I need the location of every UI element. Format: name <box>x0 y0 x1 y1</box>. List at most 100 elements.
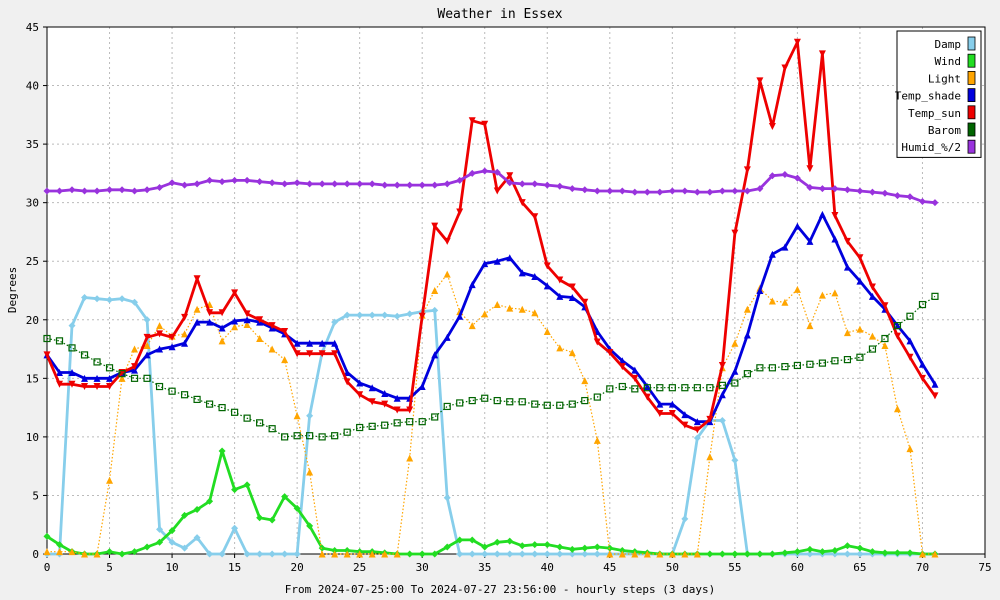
data-point <box>356 391 364 399</box>
data-point <box>831 546 839 554</box>
y-tick-label: 5 <box>32 489 39 502</box>
data-point <box>306 432 314 440</box>
x-tick-label: 60 <box>791 561 804 574</box>
data-point <box>381 311 389 319</box>
data-point <box>781 549 789 557</box>
data-point <box>306 180 314 188</box>
data-point <box>318 339 326 347</box>
data-point <box>856 277 864 285</box>
data-point <box>918 300 927 309</box>
data-point <box>131 366 139 374</box>
data-point <box>381 390 389 398</box>
data-point <box>343 428 351 436</box>
data-point <box>543 401 551 409</box>
data-point <box>106 476 114 484</box>
data-point <box>331 550 339 558</box>
data-point <box>843 542 851 550</box>
data-point <box>881 189 889 197</box>
data-point <box>93 187 101 195</box>
data-point <box>856 254 864 262</box>
data-point <box>518 269 526 277</box>
data-point <box>156 345 164 353</box>
x-tick-label: 30 <box>416 561 429 574</box>
data-point <box>806 545 814 553</box>
data-point <box>293 412 301 420</box>
data-point <box>768 550 776 558</box>
data-point <box>606 550 614 558</box>
data-point <box>506 398 514 406</box>
data-point <box>718 391 726 399</box>
data-point <box>843 329 851 337</box>
data-point <box>743 305 751 313</box>
data-point <box>218 550 226 558</box>
data-point <box>131 345 139 353</box>
data-point <box>793 222 801 230</box>
data-point <box>793 174 801 182</box>
data-point <box>118 374 126 382</box>
data-point <box>543 541 551 549</box>
data-point <box>893 405 901 413</box>
data-point <box>693 426 701 434</box>
data-point <box>618 382 626 391</box>
data-point <box>118 370 126 378</box>
series-lines <box>43 38 939 558</box>
data-point <box>631 188 639 196</box>
data-point <box>68 368 76 376</box>
data-point <box>681 421 689 429</box>
data-point <box>493 550 501 558</box>
data-point <box>818 185 826 193</box>
data-point <box>443 180 451 188</box>
data-point <box>68 344 76 352</box>
data-point <box>56 541 64 549</box>
data-point <box>43 532 51 540</box>
data-point <box>706 415 714 423</box>
x-tick-label: 35 <box>478 561 491 574</box>
legend-swatch <box>967 105 976 120</box>
data-point <box>406 418 414 426</box>
legend-label: Barom <box>928 124 961 137</box>
data-point <box>143 351 151 359</box>
data-point <box>681 515 689 523</box>
data-point <box>393 181 401 189</box>
data-point <box>756 287 764 294</box>
data-point <box>706 453 714 461</box>
data-point <box>931 199 939 207</box>
data-point <box>43 334 51 343</box>
data-point <box>906 337 914 345</box>
data-point <box>743 370 751 378</box>
data-point <box>281 550 289 558</box>
data-point <box>431 306 439 314</box>
data-point <box>893 549 901 557</box>
data-point <box>56 380 64 388</box>
data-point <box>56 548 64 556</box>
data-point <box>193 395 201 404</box>
data-point <box>368 311 376 319</box>
data-point <box>543 327 551 335</box>
data-point <box>906 353 914 361</box>
data-point <box>368 384 376 392</box>
data-point <box>831 550 839 558</box>
legend-swatch <box>967 88 976 102</box>
data-point <box>731 187 739 195</box>
data-point <box>481 394 489 402</box>
data-point <box>168 538 176 546</box>
x-tick-label: 55 <box>728 561 741 574</box>
data-point <box>768 297 776 305</box>
data-point <box>181 544 189 552</box>
data-point <box>206 550 214 558</box>
data-point <box>893 192 901 200</box>
data-point <box>343 378 351 386</box>
data-point <box>256 419 264 427</box>
data-point <box>531 400 539 408</box>
data-point <box>568 294 576 302</box>
data-point <box>793 38 801 46</box>
data-point <box>818 548 826 556</box>
x-tick-label: 10 <box>165 561 178 574</box>
data-point <box>531 541 539 549</box>
data-point <box>381 550 389 558</box>
data-point <box>180 391 189 399</box>
data-point <box>856 550 864 558</box>
data-point <box>243 320 251 328</box>
data-point <box>593 393 601 401</box>
data-point <box>618 187 626 195</box>
